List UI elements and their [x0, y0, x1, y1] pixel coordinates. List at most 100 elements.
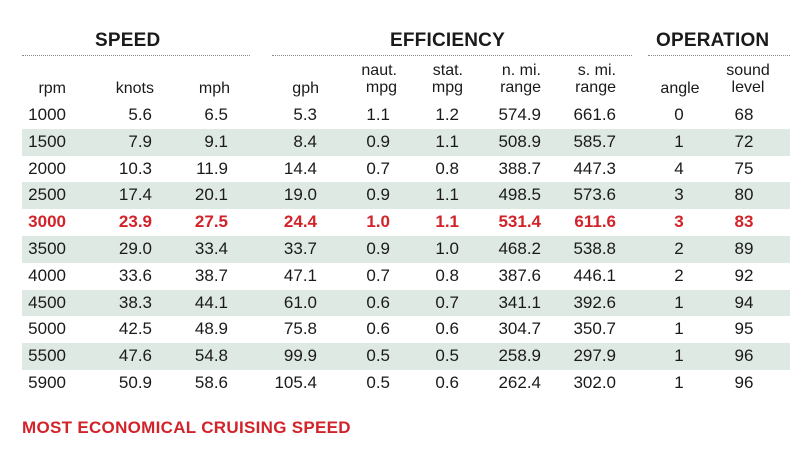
cell-naut-mpg: 0.9 — [366, 238, 390, 258]
cell-angle: 1 — [674, 372, 684, 392]
cell-s-mi-range: 302.0 — [573, 372, 616, 392]
cell-sound-level: 94 — [734, 292, 754, 312]
speed-divider — [22, 55, 250, 56]
cell-knots: 17.4 — [118, 185, 152, 205]
cell-n-mi-range: 258.9 — [498, 346, 541, 366]
cell-mph: 44.1 — [194, 292, 228, 312]
cell-n-mi-range: 304.7 — [498, 319, 541, 339]
cell-rpm: 4000 — [28, 265, 66, 285]
cell-stat-mpg: 0.8 — [435, 265, 459, 285]
footnote-most-economical: MOST ECONOMICAL CRUISING SPEED — [22, 418, 351, 437]
cell-mph: 11.9 — [196, 158, 228, 178]
cell-sound-level: 83 — [734, 212, 754, 232]
cell-naut-mpg: 0.9 — [366, 131, 390, 151]
cell-angle: 1 — [674, 131, 684, 151]
col-header-knots: knots — [115, 80, 154, 97]
cell-rpm: 1000 — [28, 105, 66, 124]
cell-gph: 5.3 — [293, 105, 317, 124]
cell-sound-level: 92 — [734, 265, 754, 285]
cell-sound-level: 89 — [734, 238, 754, 258]
col-header-sound-level: sound level — [726, 62, 770, 96]
cell-naut-mpg: 0.5 — [366, 346, 390, 366]
cell-gph: 99.9 — [283, 346, 317, 366]
cell-s-mi-range: 538.8 — [573, 238, 616, 258]
table-row: 5000 42.5 48.9 75.8 0.6 0.6 304.7 350.7 … — [22, 316, 790, 343]
table-row: 2000 10.3 11.9 14.4 0.7 0.8 388.7 447.3 … — [22, 156, 790, 183]
cell-n-mi-range: 574.9 — [498, 105, 541, 124]
cell-knots: 10.3 — [118, 158, 152, 178]
cell-n-mi-range: 508.9 — [498, 131, 541, 151]
cell-sound-level: 96 — [734, 372, 754, 392]
cell-gph: 75.8 — [283, 319, 317, 339]
table-row: 4000 33.6 38.7 47.1 0.7 0.8 387.6 446.1 … — [22, 263, 790, 290]
cell-gph: 19.0 — [283, 185, 317, 205]
col-header-s-mi-range: s. mi. range — [575, 62, 616, 96]
col-header-n-mi-range: n. mi. range — [500, 62, 541, 96]
cell-sound-level: 80 — [734, 185, 754, 205]
cell-stat-mpg: 1.1 — [435, 131, 459, 151]
cell-angle: 1 — [674, 319, 684, 339]
cell-s-mi-range: 350.7 — [573, 319, 616, 339]
cell-naut-mpg: 0.9 — [366, 185, 390, 205]
cell-knots: 5.6 — [128, 105, 152, 124]
data-table-body: 1000 5.6 6.5 5.3 1.1 1.2 574.9 661.6 0 6… — [22, 102, 790, 397]
table-row: 3500 29.0 33.4 33.7 0.9 1.0 468.2 538.8 … — [22, 235, 790, 263]
cell-s-mi-range: 297.9 — [573, 346, 616, 366]
cell-mph: 9.1 — [204, 131, 228, 151]
cell-mph: 27.5 — [194, 212, 228, 232]
cell-sound-level: 72 — [734, 131, 754, 151]
cell-knots: 33.6 — [118, 265, 152, 285]
cell-knots: 23.9 — [118, 212, 152, 232]
cell-s-mi-range: 392.6 — [573, 292, 616, 312]
cell-angle: 3 — [674, 185, 684, 205]
cell-n-mi-range: 531.4 — [498, 212, 541, 232]
cell-naut-mpg: 0.5 — [366, 372, 390, 392]
table-row: 3000 23.9 27.5 24.4 1.0 1.1 531.4 611.6 … — [22, 209, 790, 236]
cell-gph: 105.4 — [274, 372, 317, 392]
cell-angle: 0 — [674, 105, 684, 124]
cell-n-mi-range: 498.5 — [498, 185, 541, 205]
efficiency-divider — [272, 55, 632, 56]
cell-rpm: 5000 — [28, 319, 66, 339]
cell-gph: 61.0 — [283, 292, 317, 312]
cell-sound-level: 68 — [734, 105, 754, 124]
col-header-gph: gph — [292, 80, 319, 97]
cell-n-mi-range: 341.1 — [498, 292, 541, 312]
cell-stat-mpg: 1.1 — [435, 212, 459, 232]
col-header-naut-mpg: naut. mpg — [361, 62, 397, 96]
cell-naut-mpg: 0.6 — [366, 292, 390, 312]
cell-mph: 33.4 — [194, 238, 228, 258]
table-row: 5500 47.6 54.8 99.9 0.5 0.5 258.9 297.9 … — [22, 343, 790, 370]
cell-angle: 3 — [674, 212, 684, 232]
cell-angle: 2 — [674, 238, 684, 258]
cell-knots: 38.3 — [118, 292, 152, 312]
table-row: 2500 17.4 20.1 19.0 0.9 1.1 498.5 573.6 … — [22, 182, 790, 210]
cell-stat-mpg: 0.7 — [435, 292, 459, 312]
table-row: 4500 38.3 44.1 61.0 0.6 0.7 341.1 392.6 … — [22, 289, 790, 317]
cell-gph: 14.4 — [283, 158, 317, 178]
cell-n-mi-range: 388.7 — [498, 158, 541, 178]
cell-rpm: 5900 — [28, 372, 66, 392]
cell-stat-mpg: 0.8 — [435, 158, 459, 178]
group-title-operation: OPERATION — [656, 30, 770, 51]
cell-gph: 47.1 — [283, 265, 317, 285]
cell-stat-mpg: 1.2 — [435, 105, 459, 124]
cell-stat-mpg: 1.0 — [435, 238, 459, 258]
cell-s-mi-range: 446.1 — [573, 265, 616, 285]
cell-mph: 38.7 — [194, 265, 228, 285]
cell-knots: 42.5 — [118, 319, 152, 339]
col-header-stat-mpg: stat. mpg — [431, 62, 463, 96]
table-row: 1000 5.6 6.5 5.3 1.1 1.2 574.9 661.6 0 6… — [22, 102, 790, 129]
cell-gph: 24.4 — [283, 212, 317, 232]
cell-s-mi-range: 611.6 — [574, 212, 616, 232]
cell-mph: 6.5 — [204, 105, 228, 124]
cell-rpm: 1500 — [28, 131, 66, 151]
cell-angle: 1 — [674, 292, 684, 312]
cell-s-mi-range: 447.3 — [573, 158, 616, 178]
cell-naut-mpg: 0.6 — [366, 319, 390, 339]
cell-n-mi-range: 387.6 — [498, 265, 541, 285]
cell-gph: 33.7 — [283, 238, 317, 258]
cell-knots: 50.9 — [118, 372, 152, 392]
cell-s-mi-range: 585.7 — [573, 131, 616, 151]
table-row: 1500 7.9 9.1 8.4 0.9 1.1 508.9 585.7 1 7… — [22, 128, 790, 156]
